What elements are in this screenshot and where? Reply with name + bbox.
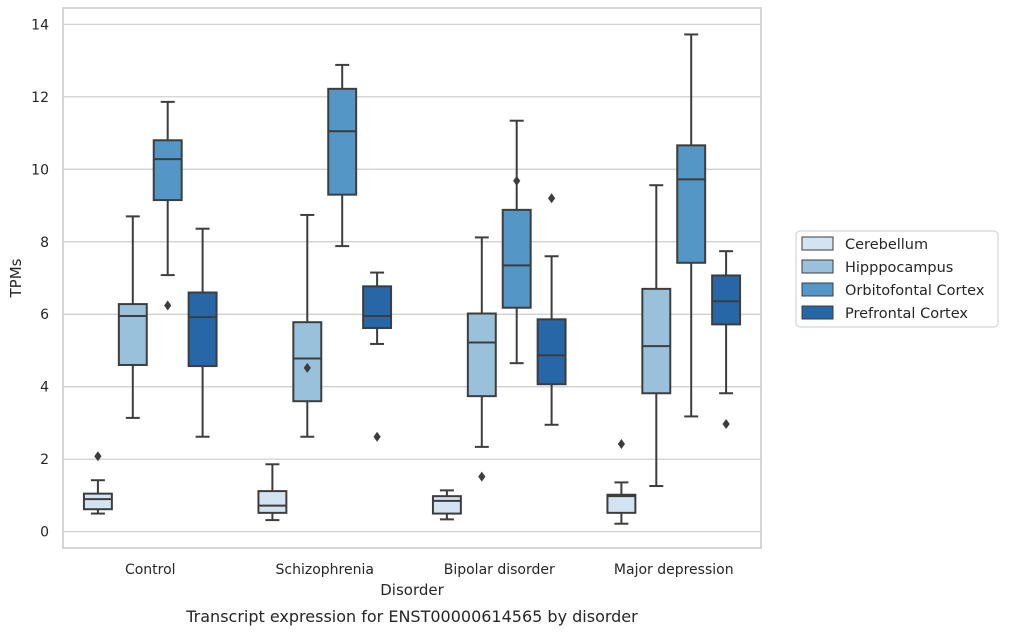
box-iqr [641, 287, 672, 395]
boxes [82, 33, 742, 525]
box-0-1 [257, 463, 288, 522]
legend-label: Cerebellum [845, 237, 928, 253]
box-2-3 [676, 33, 707, 418]
outlier-point [722, 419, 730, 430]
box-1-3 [641, 184, 672, 488]
outlier-point [164, 300, 172, 311]
box-0-3 [606, 438, 637, 525]
y-tick-label: 12 [31, 90, 49, 106]
box-iqr [117, 303, 148, 366]
x-tick-label: Schizophrenia [276, 562, 374, 578]
box-2-0 [152, 100, 183, 311]
box-iqr [327, 87, 358, 196]
legend-label: Orbitofontal Cortex [845, 283, 985, 299]
box-3-2 [536, 193, 567, 426]
y-tick-label: 14 [31, 17, 49, 33]
outlier-point [94, 451, 102, 462]
box-3-0 [187, 227, 218, 438]
y-tick-label: 4 [40, 380, 49, 396]
box-iqr [82, 492, 113, 511]
legend-swatch [801, 259, 834, 274]
box-iqr [536, 318, 567, 386]
box-iqr [466, 312, 497, 398]
legend-frame [795, 230, 999, 328]
x-tick-label: Bipolar disorder [444, 562, 555, 578]
box-2-1 [327, 63, 358, 248]
x-tick-label: Control [125, 562, 176, 578]
box-3-3 [711, 250, 742, 430]
legend-swatch [801, 236, 834, 251]
box-iqr [501, 208, 532, 309]
y-tick-label: 8 [40, 235, 49, 251]
box-iqr [431, 495, 462, 515]
y-tick-labels: 0 2 4 6 8 10 12 14 [31, 17, 49, 540]
box-iqr [187, 291, 218, 368]
x-tick-labels: Control Schizophrenia Bipolar disorder Majo… [125, 562, 734, 578]
box-iqr [152, 139, 183, 202]
box-0-0 [82, 451, 113, 515]
x-tick-label: Major depression [614, 562, 734, 578]
box-iqr [711, 274, 742, 326]
chart-caption: Transcript expression for ENST0000061456… [185, 607, 638, 626]
box-0-2 [431, 489, 462, 521]
outlier-point [478, 471, 486, 482]
legend-swatch [801, 282, 834, 297]
outlier-point [373, 431, 381, 442]
box-3-1 [362, 271, 393, 442]
box-1-2 [466, 236, 497, 482]
y-axis-label: TPMs [7, 258, 25, 298]
y-tick-label: 0 [40, 525, 49, 541]
box-iqr [606, 493, 637, 514]
outlier-point [548, 193, 556, 204]
outlier-point [513, 175, 521, 186]
x-axis-label: Disorder [380, 581, 444, 599]
outlier-point [303, 362, 311, 373]
box-iqr [362, 285, 393, 330]
legend-label: Prefrontal Cortex [845, 306, 968, 322]
legend: Cerebellum Hipppocampus Orbitofontal Corte… [795, 230, 999, 328]
box-1-0 [117, 215, 148, 419]
box-2-2 [501, 119, 532, 365]
box-1-1 [292, 213, 323, 438]
y-tick-label: 2 [40, 452, 49, 468]
y-tick-label: 10 [31, 162, 49, 178]
plot-frame [62, 7, 762, 549]
legend-swatch [801, 305, 834, 320]
box-iqr [257, 490, 288, 514]
y-tick-label: 6 [40, 307, 49, 323]
box-iqr [676, 144, 707, 264]
legend-label: Hipppocampus [845, 260, 953, 276]
box-iqr [292, 321, 323, 403]
outlier-point [617, 438, 625, 449]
